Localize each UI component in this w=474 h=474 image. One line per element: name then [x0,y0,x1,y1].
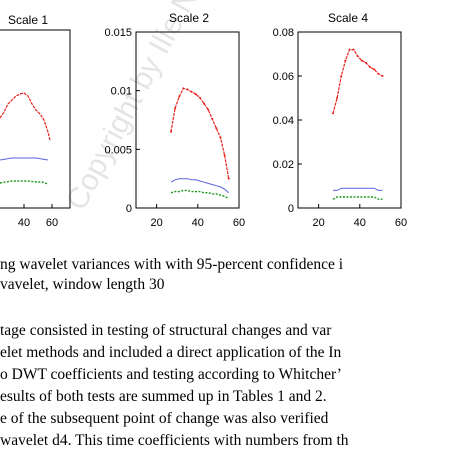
data-point [170,130,173,133]
y-tick-label: 0 [288,203,294,215]
body-line: tage consisted in testing of structural … [0,322,332,339]
body-line: o DWT coefficients and testing according… [0,366,342,383]
y-tick-label: 0.015 [104,27,132,39]
y-tick-label: 0.02 [273,159,294,171]
series-lower [0,180,49,185]
axes-box [297,31,402,209]
data-point [219,136,222,139]
data-point [336,97,339,99]
data-point [178,95,181,98]
data-point [348,48,351,51]
data-point [174,107,177,110]
series-estimate [170,87,230,179]
panel-title: Scale 2 [169,11,209,25]
series-upper [0,157,49,161]
data-point [373,68,376,71]
data-point [190,90,193,93]
data-point [364,61,367,64]
x-tick-label: 60 [46,217,58,229]
panel-scale-1: Scale 1 40 60 [0,13,71,229]
body-line: elet methods and included a direct appli… [0,344,342,361]
data-point [369,66,372,69]
body-line: esults of both tests are summed up in Ta… [0,388,327,405]
panel-scale-4: Scale 4 0 0.02 0.04 0.06 0.08 20 40 60 [273,11,408,229]
panel-scale-2: Scale 2 0 0.005 0.01 0.015 20 40 60 [104,11,245,229]
data-point [356,55,359,58]
x-tick-label: 20 [312,217,324,229]
data-point [182,87,185,90]
data-point [194,93,197,96]
data-point [211,117,214,120]
series-lower [170,189,230,200]
data-point [227,177,230,180]
series-upper [333,187,383,191]
series-estimate [332,48,383,114]
data-point [360,59,363,62]
y-tick-label: 0.01 [111,86,132,98]
data-point [340,75,343,77]
data-point [352,48,355,51]
data-point [186,88,189,91]
y-tick-label: 0.08 [273,27,294,39]
panel-title: Scale 4 [328,11,368,25]
x-tick-label: 20 [150,217,162,229]
data-point [332,112,335,115]
body-line: e of the subsequent point of change was … [0,410,329,427]
data-point [377,72,380,75]
series-lower [332,196,383,200]
data-point [215,127,218,130]
caption-line: vavelet, window length 30 [0,276,165,293]
axes-box [135,31,240,209]
y-tick-label: 0 [126,203,132,215]
x-tick-label: 40 [18,217,30,229]
x-tick-label: 60 [233,217,245,229]
body-line: wavelet d4. This time coefficients with … [0,432,349,449]
data-point [202,102,205,105]
x-tick-label: 40 [354,217,366,229]
body-paragraphs: tage consisted in testing of structural … [0,320,474,452]
caption-line: ng wavelet variances with with 95-percen… [0,256,344,273]
figure: Scale 1 40 60 Scale 2 0 0.005 0.01 0.015 20… [0,11,408,229]
data-point [223,154,226,157]
series-estimate [0,92,51,141]
data-point [344,59,347,62]
y-tick-label: 0.005 [104,144,132,156]
x-tick-label: 40 [192,217,204,229]
figure-caption: ng wavelet variances with with 95-percen… [0,255,474,295]
data-point [198,96,201,99]
data-point [381,75,384,77]
panel-title: Scale 1 [8,13,48,27]
axes-box [0,29,71,209]
data-point [207,108,210,111]
y-tick-label: 0.04 [273,115,294,127]
series-upper [170,178,230,194]
y-tick-label: 0.06 [273,71,294,83]
x-tick-label: 60 [395,217,407,229]
